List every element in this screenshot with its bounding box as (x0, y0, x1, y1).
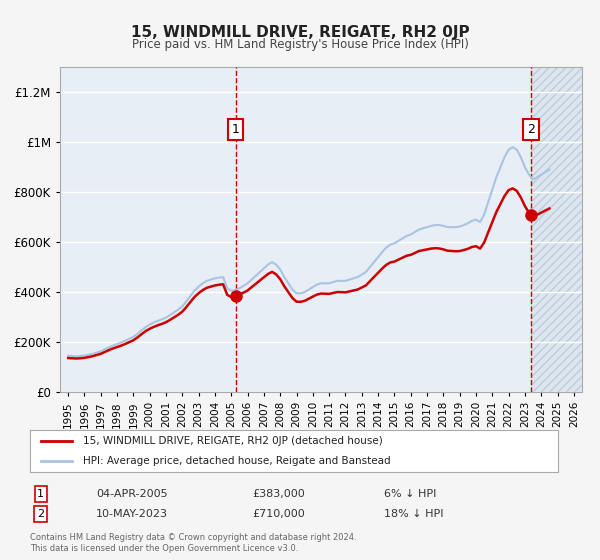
Text: 6% ↓ HPI: 6% ↓ HPI (384, 489, 436, 499)
Text: 18% ↓ HPI: 18% ↓ HPI (384, 509, 443, 519)
Text: 15, WINDMILL DRIVE, REIGATE, RH2 0JP (detached house): 15, WINDMILL DRIVE, REIGATE, RH2 0JP (de… (83, 436, 383, 446)
Text: 1: 1 (37, 489, 44, 499)
Text: 04-APR-2005: 04-APR-2005 (96, 489, 167, 499)
Text: £710,000: £710,000 (252, 509, 305, 519)
Text: 15, WINDMILL DRIVE, REIGATE, RH2 0JP: 15, WINDMILL DRIVE, REIGATE, RH2 0JP (131, 25, 469, 40)
Text: HPI: Average price, detached house, Reigate and Banstead: HPI: Average price, detached house, Reig… (83, 456, 391, 466)
Text: £383,000: £383,000 (252, 489, 305, 499)
Text: 2: 2 (527, 123, 535, 136)
Text: Price paid vs. HM Land Registry's House Price Index (HPI): Price paid vs. HM Land Registry's House … (131, 38, 469, 51)
Bar (531, 67, 582, 392)
Text: 2: 2 (37, 509, 44, 519)
Text: Contains HM Land Registry data © Crown copyright and database right 2024.
This d: Contains HM Land Registry data © Crown c… (30, 533, 356, 553)
Text: 1: 1 (232, 123, 239, 136)
Text: 10-MAY-2023: 10-MAY-2023 (96, 509, 168, 519)
